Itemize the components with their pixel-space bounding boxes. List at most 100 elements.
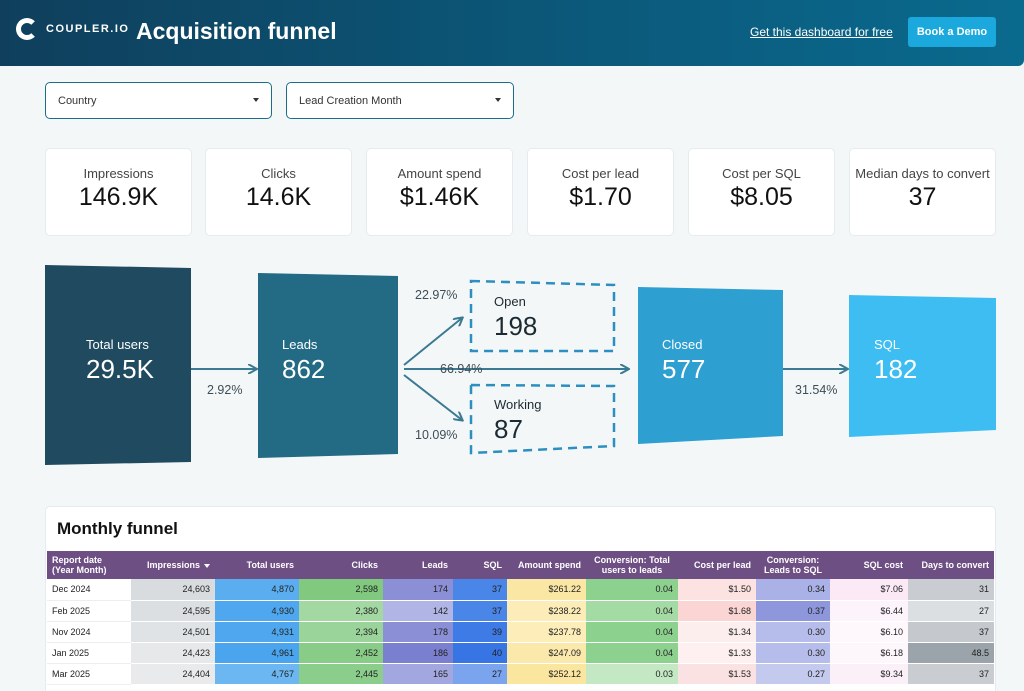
table-cell: 142 [383,600,453,622]
logo-text: COUPLER.IO [46,23,130,35]
kpi-value: $8.05 [730,183,793,211]
column-header[interactable]: Cost per lead [678,551,756,579]
kpi-label: Impressions [83,166,154,181]
country-filter-dropdown[interactable]: Country [45,82,272,119]
table-cell: 0.04 [586,621,678,643]
book-demo-button[interactable]: Book a Demo [908,17,996,47]
table-cell: $1.34 [678,621,756,643]
column-header[interactable]: Conversion: Leads to SQL [756,551,830,579]
lead-month-filter-dropdown[interactable]: Lead Creation Month [286,82,514,119]
table-cell: $252.12 [507,663,586,685]
column-header[interactable]: Clicks [299,551,383,579]
table-cell: Jan 2025 [47,642,131,664]
column-header-label: Amount spend [518,560,581,570]
coupler-logo[interactable]: COUPLER.IO [16,18,129,40]
table-cell: 24,404 [131,663,215,685]
stage-label: Open [494,294,526,309]
kpi-value: 14.6K [245,183,312,211]
monthly-funnel-card: Monthly funnel Report date (Year Month) I… [45,506,996,691]
table-cell: $238.22 [507,600,586,622]
kpi-value: 37 [908,183,937,211]
column-header[interactable]: Report date (Year Month) [47,551,131,579]
kpi-cost-per-lead: Cost per lead $1.70 [527,148,674,236]
kpi-value: $1.46K [399,183,480,211]
stage-label: Total users [86,337,149,352]
column-header[interactable]: Leads [383,551,453,579]
header-bar: COUPLER.IO Acquisition funnel Get this d… [0,0,1024,66]
column-header[interactable]: Amount spend [507,551,586,579]
table-cell: 24,423 [131,642,215,664]
stage-label: Working [494,397,542,412]
column-header[interactable]: SQL cost [830,551,908,579]
working-stage: Working 87 [494,397,541,445]
column-header[interactable]: Days to convert [908,551,994,579]
open-stage: Open 198 [494,294,537,342]
column-header-label: Leads [421,560,448,570]
kpi-label: Clicks [261,166,296,181]
table-cell: 4,961 [215,642,299,664]
table-cell: 4,767 [215,663,299,685]
table-cell: 2,394 [299,621,383,643]
table-row[interactable]: Jan 2025 24,423 4,961 2,452 186 40 $247.09 0.04… [47,642,994,664]
table-cell: 27 [908,600,994,622]
kpi-amount-spend: Amount spend $1.46K [366,148,513,236]
stage-value: 87 [494,414,523,444]
chevron-down-icon [495,98,501,102]
column-header[interactable]: Total users [215,551,299,579]
table-cell: 0.30 [756,621,830,643]
table-row[interactable]: Dec 2024 24,603 4,870 2,598 174 37 $261.22 0.04… [47,579,994,601]
table-cell: $6.18 [830,642,908,664]
sql-stage: SQL 182 [874,337,917,385]
table-cell: $247.09 [507,642,586,664]
table-cell: 2,598 [299,579,383,601]
table-cell: Mar 2025 [47,663,131,685]
column-header[interactable]: SQL [453,551,507,579]
table-row[interactable]: Feb 2025 24,595 4,930 2,380 142 37 $238.22 0.04… [47,600,994,622]
table-cell: 0.34 [756,579,830,601]
column-header-label: Impressions [146,560,200,570]
kpi-value: 146.9K [78,183,159,211]
kpi-label: Median days to convert [855,166,990,181]
table-cell: 0.27 [756,663,830,685]
pct-to-closed: 66.94% [440,362,483,376]
table-cell: 40 [453,642,507,664]
table-cell: 4,931 [215,621,299,643]
column-header[interactable]: Conversion: Total users to leads [586,551,678,579]
table-row[interactable]: Nov 2024 24,501 4,931 2,394 178 39 $237.78 0.04… [47,621,994,643]
table-cell: 31 [908,579,994,601]
table-cell: 2,380 [299,600,383,622]
chevron-down-icon [253,98,259,102]
kpi-cost-per-sql: Cost per SQL $8.05 [688,148,835,236]
stage-value: 862 [282,354,326,384]
kpi-label: Cost per lead [561,166,640,181]
open-dashed-box [469,279,616,353]
kpi-label: Amount spend [397,166,482,181]
table-cell: $9.34 [830,663,908,685]
column-header[interactable]: Impressions [131,551,215,579]
total-users-block [45,265,191,465]
column-header-label: Days to convert [921,560,989,570]
table-cell: $1.53 [678,663,756,685]
stage-label: SQL [874,337,901,352]
total-users-stage: Total users 29.5K [86,337,154,385]
column-header-label: Cost per lead [693,560,751,570]
lead-month-filter-label: Lead Creation Month [299,94,402,107]
table-cell: $1.68 [678,600,756,622]
column-header-label: Report date (Year Month) [52,555,107,575]
column-header-label: Total users [246,560,294,570]
column-header-label: Clicks [351,560,378,570]
sort-desc-icon[interactable] [204,563,210,568]
table-cell: 0.37 [756,600,830,622]
get-dashboard-link[interactable]: Get this dashboard for free [750,25,893,39]
stage-value: 198 [494,311,538,341]
table-cell: $1.50 [678,579,756,601]
table-cell: 24,603 [131,579,215,601]
column-header-label: Conversion: Total users to leads [594,555,670,575]
table-cell: 37 [453,579,507,601]
table-cell: 0.30 [756,642,830,664]
pct-to-working: 10.09% [415,428,458,442]
kpi-impressions: Impressions 146.9K [45,148,192,236]
arrow-leads-to-working [403,374,462,420]
table-cell: $6.10 [830,621,908,643]
table-row[interactable]: Mar 2025 24,404 4,767 2,445 165 27 $252.12 0.03… [47,663,994,685]
